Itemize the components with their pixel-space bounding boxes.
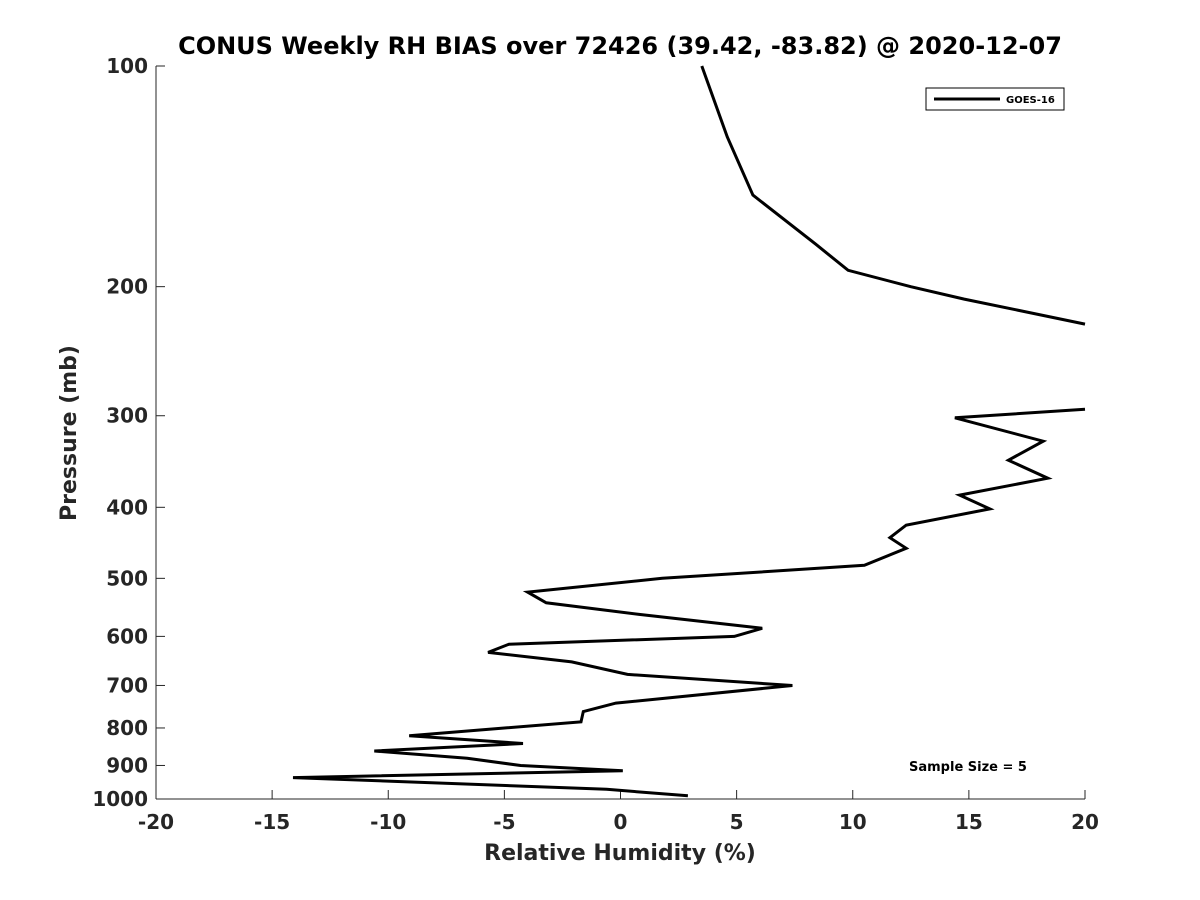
x-axis-label: Relative Humidity (%)	[484, 841, 756, 866]
y-tick-label: 1000	[92, 787, 148, 811]
series-line-goes-16	[700, 65, 1086, 326]
y-tick-label: 400	[106, 495, 148, 519]
x-tick-label: 0	[614, 810, 628, 834]
x-tick-label: -10	[370, 810, 406, 834]
x-tick-label: -15	[254, 810, 290, 834]
y-tick-label: 100	[106, 54, 148, 78]
x-tick-label: 5	[730, 810, 744, 834]
y-tick-label: 600	[106, 624, 148, 648]
y-tick-label: 800	[106, 716, 148, 740]
legend-label-goes-16: GOES-16	[1006, 95, 1055, 106]
series-line-goes-16	[292, 407, 1086, 798]
y-tick-label: 200	[106, 275, 148, 299]
x-tick-label: -20	[138, 810, 174, 834]
y-axis: 100 200 300 400 500 600 700 800 900 1000	[92, 54, 165, 811]
x-tick-label: 15	[955, 810, 983, 834]
x-tick-label: -5	[493, 810, 515, 834]
x-axis: -20 -15 -10 -5 0 5 10 15 20	[138, 790, 1099, 834]
sample-size-annotation: Sample Size = 5	[909, 760, 1027, 775]
series-layer	[292, 65, 1086, 798]
x-tick-label: 20	[1071, 810, 1099, 834]
chart-title: CONUS Weekly RH BIAS over 72426 (39.42, …	[178, 32, 1062, 60]
x-tick-label: 10	[839, 810, 867, 834]
legend: GOES-16	[925, 87, 1065, 111]
y-tick-label: 900	[106, 753, 148, 777]
y-tick-label: 300	[106, 404, 148, 428]
y-tick-label: 500	[106, 566, 148, 590]
y-axis-label: Pressure (mb)	[57, 345, 82, 521]
y-tick-label: 700	[106, 673, 148, 697]
